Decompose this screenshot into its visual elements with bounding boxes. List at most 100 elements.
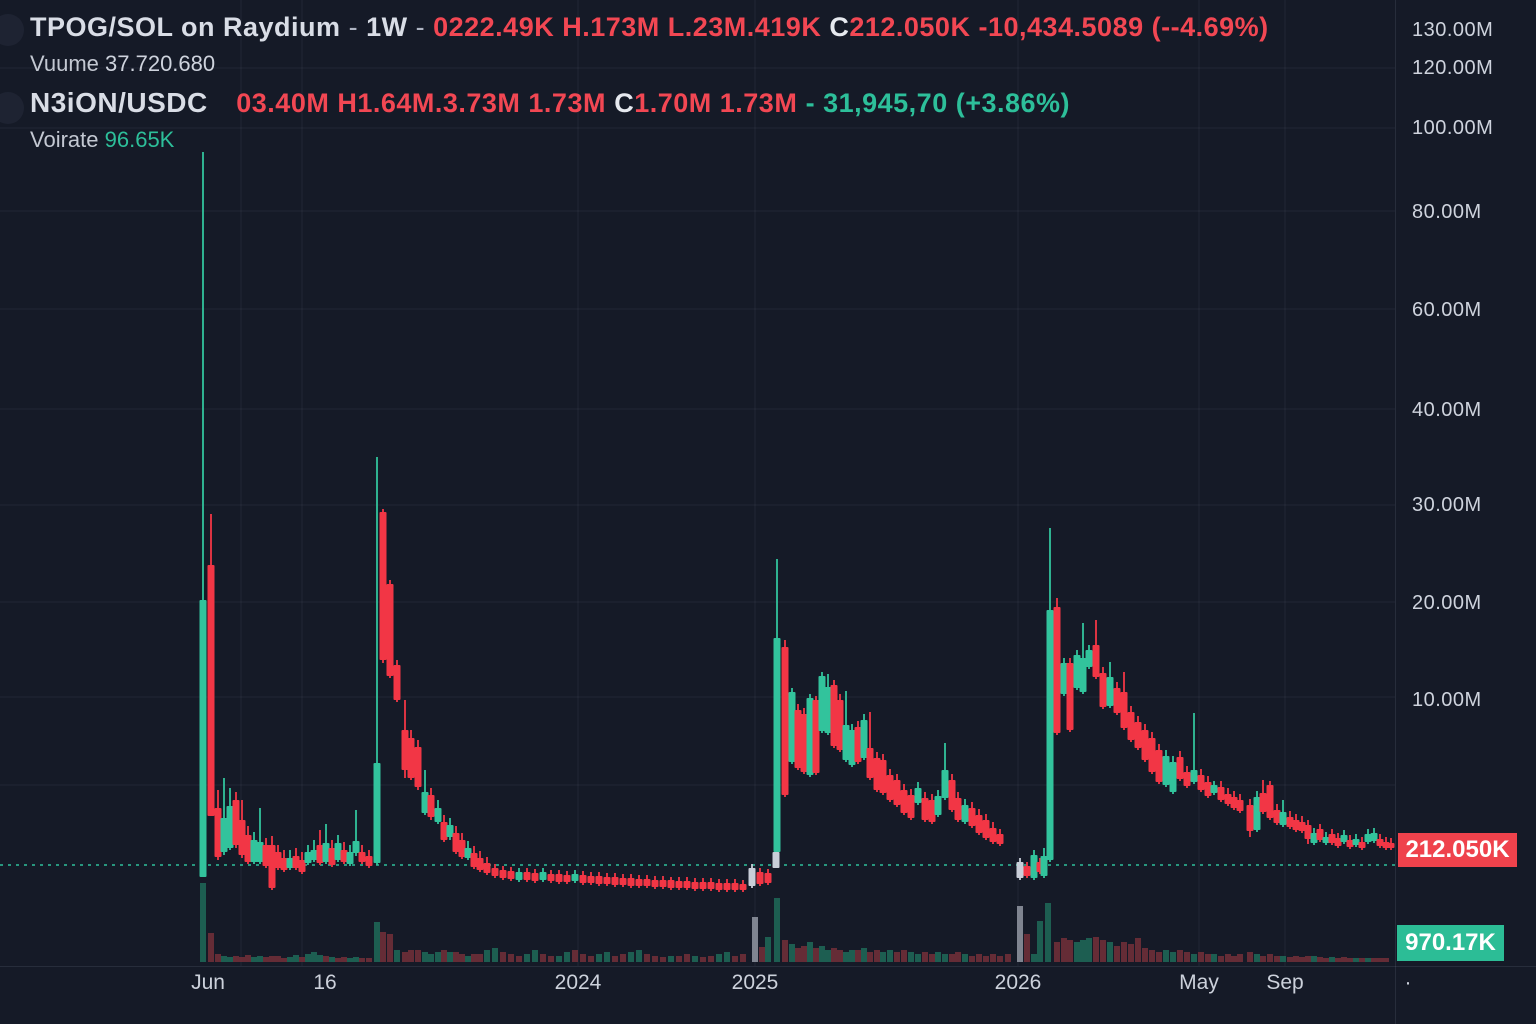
candle-body xyxy=(1092,645,1100,677)
candle-body xyxy=(1224,794,1232,804)
candle-body xyxy=(982,820,990,838)
candle-body xyxy=(830,685,838,746)
volume-bar xyxy=(969,956,975,962)
volume-bar xyxy=(1135,938,1141,962)
candle-body xyxy=(440,822,448,840)
volume-bar xyxy=(1067,940,1073,962)
candle-body xyxy=(262,845,270,866)
candle-body xyxy=(619,878,627,885)
volume-bar xyxy=(1100,940,1106,962)
volume-bar xyxy=(394,950,400,962)
candle-body xyxy=(667,880,675,888)
candle-body xyxy=(1190,770,1198,782)
volume-bar xyxy=(604,952,610,962)
volume-bar xyxy=(1177,950,1183,962)
candle-body xyxy=(611,877,619,885)
candle-body xyxy=(280,858,288,870)
candle-body xyxy=(627,878,635,886)
close-value-2: 1.70M 1.73M xyxy=(634,88,798,118)
volume-bar xyxy=(1323,958,1329,962)
candle-body xyxy=(860,720,868,758)
candle-body xyxy=(873,758,881,790)
volume-bar xyxy=(813,948,819,962)
volume-bar xyxy=(801,946,807,962)
candle-body xyxy=(975,815,983,833)
candle-body xyxy=(824,687,832,733)
candle-body xyxy=(427,795,435,817)
candle-body xyxy=(921,798,929,820)
volume-bar xyxy=(976,954,982,962)
volume-bar xyxy=(774,898,780,962)
price-axis-label: 60.00M xyxy=(1412,299,1482,321)
candle-body xyxy=(595,876,603,884)
symbol-name[interactable]: TPOG/SOL on Raydium xyxy=(30,12,341,42)
price-axis-label: 120.00M xyxy=(1412,57,1494,79)
volume-bar xyxy=(636,950,642,962)
price-axis-label: 130.00M xyxy=(1412,19,1494,41)
volume-bar xyxy=(922,952,928,962)
volume-bar xyxy=(335,958,341,962)
volume-bar xyxy=(1267,954,1273,962)
candle-body xyxy=(848,730,856,765)
volume-bar xyxy=(1335,958,1341,962)
volume-bar xyxy=(524,954,530,962)
candle-body xyxy=(292,856,300,868)
volume-bar xyxy=(1086,938,1092,962)
candle-body xyxy=(268,845,276,888)
symbol-name-2[interactable]: N3iON/USDC xyxy=(30,87,208,118)
volume-bar xyxy=(644,954,650,962)
volume-bar xyxy=(782,940,788,962)
volume-bar xyxy=(311,952,317,962)
volume-bar xyxy=(1293,956,1299,962)
volume-bar xyxy=(1383,958,1389,962)
candle-body xyxy=(1046,610,1054,860)
price-axis-separator xyxy=(1395,0,1396,1024)
candle-body xyxy=(707,882,715,889)
candle-body xyxy=(214,808,222,857)
candle-body xyxy=(1259,793,1267,812)
candle-body xyxy=(470,853,478,867)
candle-body xyxy=(699,882,707,889)
volume-bar xyxy=(908,952,914,962)
volume-bar xyxy=(935,952,941,962)
timeframe[interactable]: 1W xyxy=(366,12,408,42)
candle-body xyxy=(1236,800,1244,811)
candle-body xyxy=(499,870,507,878)
volume-bar xyxy=(1121,942,1127,962)
volume-bar xyxy=(263,957,269,962)
volume-bar xyxy=(724,952,730,962)
candle-body xyxy=(731,883,739,890)
volume-bar xyxy=(660,957,666,962)
volume-bar xyxy=(894,952,900,962)
volume-bar xyxy=(628,952,634,962)
candle-body xyxy=(352,841,360,853)
change-value: -10,434.5089 (--4.69%) xyxy=(978,12,1269,42)
volume-bar xyxy=(676,956,682,962)
volume-bar xyxy=(500,952,506,962)
time-axis-label: 2024 xyxy=(554,971,602,994)
candle-body xyxy=(1148,738,1156,772)
volume-bar xyxy=(837,950,843,962)
volume-bar xyxy=(1359,958,1365,962)
time-axis-label: Sep xyxy=(1266,971,1304,994)
candle-body xyxy=(1334,838,1342,846)
volume-row-primary: Vuume 37.720.680 xyxy=(30,51,1269,77)
volume-bar xyxy=(708,956,714,962)
volume-bar xyxy=(1237,954,1243,962)
candle-body xyxy=(407,738,415,778)
volume-bar xyxy=(668,956,674,962)
candle-body xyxy=(446,825,454,837)
time-axis-label: Jun xyxy=(191,971,225,994)
volume-bar xyxy=(415,950,421,962)
candle-body xyxy=(531,873,539,881)
volume-bar xyxy=(843,952,849,962)
candle-body xyxy=(886,775,894,800)
volume-bar xyxy=(329,957,335,962)
candle-body xyxy=(900,790,908,813)
candle-body xyxy=(1040,856,1048,876)
candle-body xyxy=(286,858,294,868)
candle-body xyxy=(579,875,587,883)
volume-bar xyxy=(1198,952,1204,962)
candle-body xyxy=(571,874,579,881)
